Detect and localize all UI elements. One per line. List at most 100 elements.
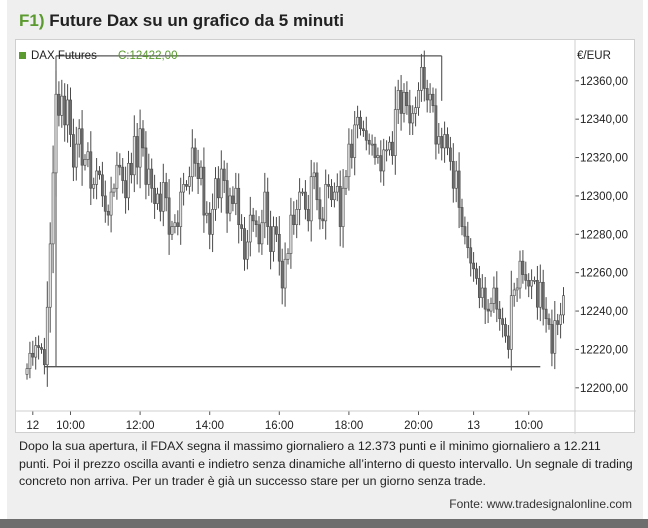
y-tick-label: 12260,00 xyxy=(580,268,628,280)
x-tick-label: 12:00 xyxy=(126,420,155,432)
candle-body xyxy=(390,141,394,156)
candle-body xyxy=(370,143,374,146)
candle-body xyxy=(159,193,162,212)
y-unit-label: €/EUR xyxy=(577,50,611,62)
candle-body xyxy=(483,287,487,310)
candle xyxy=(45,281,49,387)
candle-body xyxy=(396,90,400,110)
candle xyxy=(396,79,400,124)
candle-body xyxy=(335,186,339,193)
candle xyxy=(492,276,496,313)
candle-body xyxy=(164,182,168,199)
figure-caption: Dopo la sua apertura, il FDAX segna il m… xyxy=(19,439,633,488)
candle xyxy=(332,182,336,208)
candle-body xyxy=(147,168,151,185)
bottom-bar xyxy=(0,519,648,528)
candle-body xyxy=(109,191,113,216)
candle xyxy=(306,194,310,232)
candle-body xyxy=(498,308,502,320)
candle-body xyxy=(446,134,449,149)
candle xyxy=(457,152,461,229)
candle xyxy=(28,341,32,379)
candle-body xyxy=(127,162,130,199)
candle xyxy=(277,216,281,276)
candle xyxy=(321,206,325,230)
candle-body xyxy=(193,147,197,164)
candle xyxy=(405,81,409,115)
x-tick-label: 20:00 xyxy=(404,420,433,432)
candle xyxy=(103,180,107,223)
candle-body xyxy=(150,168,154,189)
candle-body xyxy=(156,193,159,204)
candle xyxy=(257,216,261,253)
candle xyxy=(280,248,284,305)
candle-body xyxy=(280,260,284,289)
y-tick-label: 12240,00 xyxy=(580,306,628,318)
candle-body xyxy=(135,136,139,168)
candle xyxy=(188,166,191,195)
candle-body xyxy=(182,184,186,193)
candle-body xyxy=(161,182,165,212)
x-tick-label: 16:00 xyxy=(265,420,294,432)
candle-body xyxy=(486,308,490,312)
y-tick-label: 12220,00 xyxy=(580,344,628,356)
candle xyxy=(533,276,536,285)
candle-body xyxy=(504,324,507,337)
candle-body xyxy=(202,166,206,216)
candle xyxy=(309,159,313,242)
chart-panel: 12200,00 12220,00 12240,00 12260,00 12280,00… xyxy=(15,39,636,434)
candle xyxy=(535,265,539,320)
x-tick-label: 18:00 xyxy=(335,420,364,432)
candle-body xyxy=(460,207,464,227)
candle-body xyxy=(167,197,171,235)
candle-body xyxy=(115,164,119,189)
candle xyxy=(475,262,478,285)
candle-body xyxy=(243,228,246,260)
candle xyxy=(190,129,194,192)
candle-body xyxy=(512,289,516,297)
candle xyxy=(101,161,104,207)
candle xyxy=(477,265,481,309)
candle-body xyxy=(77,128,81,145)
candle xyxy=(422,50,426,102)
candle xyxy=(370,134,374,156)
candle-body xyxy=(318,199,322,220)
candle xyxy=(382,138,386,186)
candle-body xyxy=(101,174,104,197)
candle-body xyxy=(454,170,458,189)
candle xyxy=(518,250,522,299)
candle xyxy=(98,166,101,180)
candle-body xyxy=(95,170,99,185)
candle-body xyxy=(556,320,560,325)
candle xyxy=(63,83,67,142)
candle-body xyxy=(254,220,258,226)
candle xyxy=(283,242,287,307)
candle-body xyxy=(66,99,70,126)
candle-body xyxy=(422,67,426,89)
candle xyxy=(359,110,362,136)
candle xyxy=(51,145,55,274)
candle-body xyxy=(138,128,142,168)
candle xyxy=(214,167,217,221)
candle-body xyxy=(382,149,386,172)
candle xyxy=(274,217,278,242)
candle-body xyxy=(463,226,467,237)
candle xyxy=(553,300,557,370)
candle-body xyxy=(74,143,78,168)
candle xyxy=(524,261,528,290)
candle-body xyxy=(69,99,72,135)
candle-body xyxy=(472,262,476,270)
candle xyxy=(434,88,438,160)
candle-body xyxy=(196,162,200,179)
legend-price-prefix: C: xyxy=(118,50,130,62)
candle-body xyxy=(469,247,473,264)
candle-body xyxy=(289,214,293,254)
candle-body xyxy=(388,141,391,151)
candle-body xyxy=(518,260,522,289)
candle xyxy=(356,105,360,139)
candle-body xyxy=(324,184,328,222)
candle xyxy=(388,136,391,156)
candle xyxy=(562,287,565,324)
candle-body xyxy=(121,166,125,181)
candlestick-chart: 12200,00 12220,00 12240,00 12260,00 12280,00… xyxy=(16,40,636,434)
